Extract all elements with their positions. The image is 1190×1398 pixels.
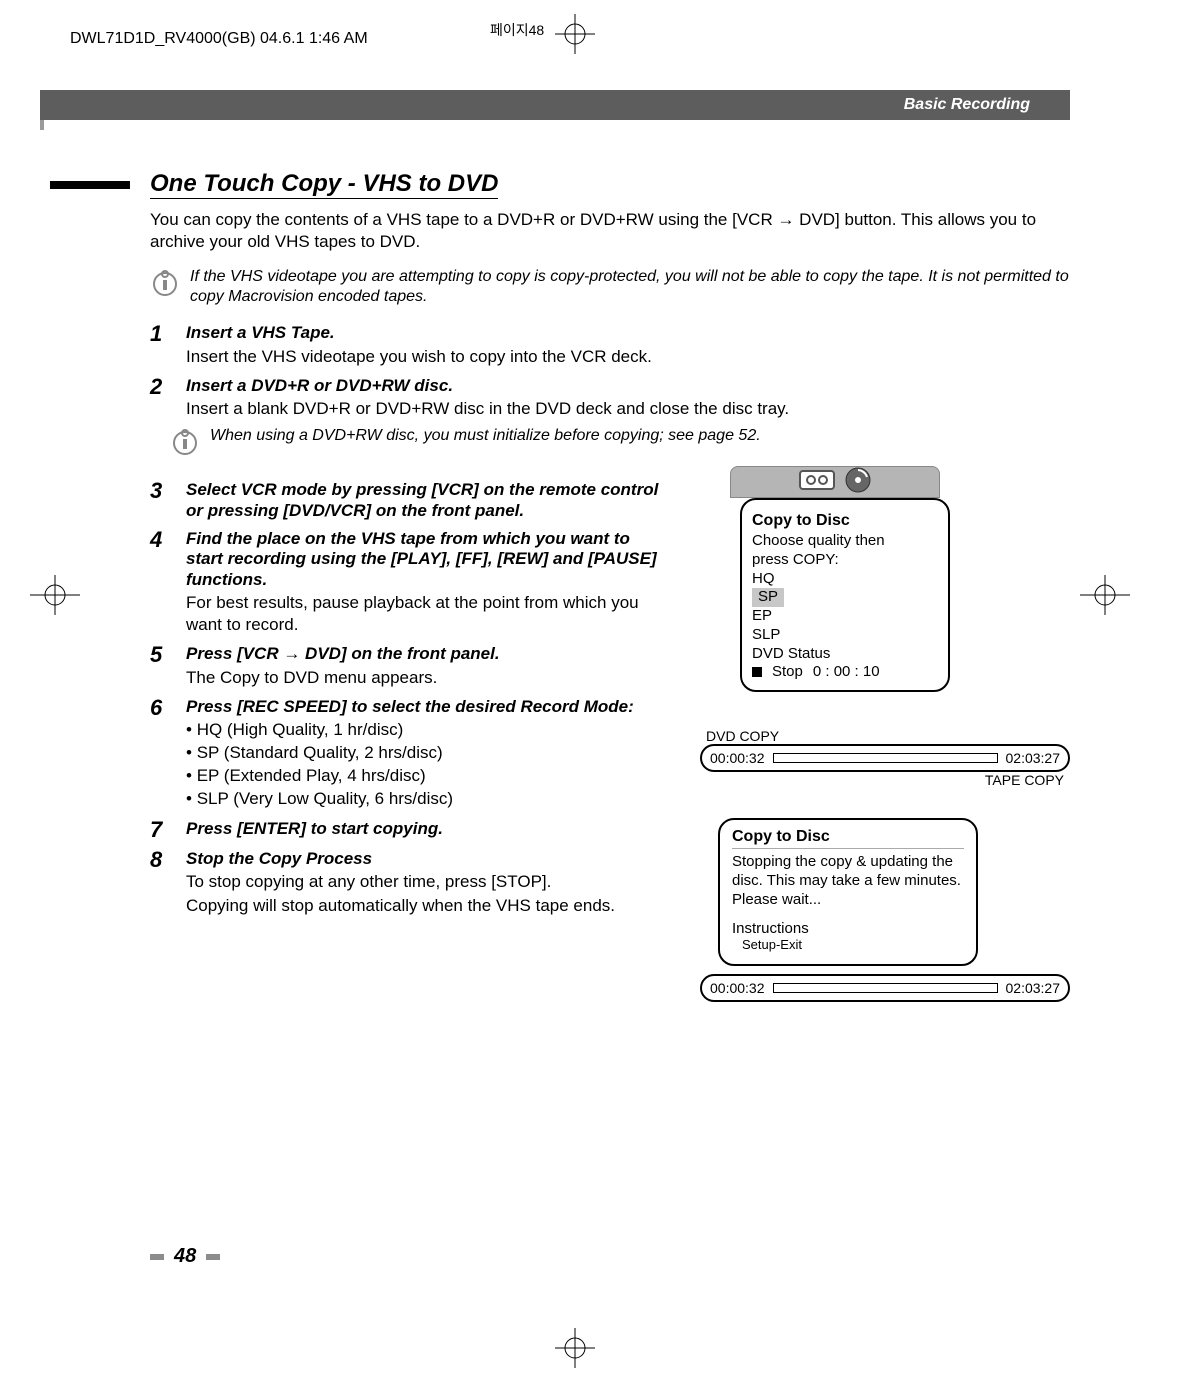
quality-hq: HQ [752, 570, 938, 589]
copybar-left-time: 00:00:32 [710, 750, 765, 766]
page-num-bar [206, 1254, 220, 1260]
step-head: Insert a DVD+R or DVD+RW disc. [186, 376, 1070, 396]
step-desc: Insert the VHS videotape you wish to cop… [186, 346, 1070, 368]
stop-copy-panel: Copy to Disc Stopping the copy & updatin… [718, 818, 978, 965]
panel-title: Copy to Disc [752, 512, 938, 530]
step-head: Press [VCR → DVD] on the front panel. [186, 644, 670, 664]
crop-mark-left [30, 575, 80, 615]
step-head: Insert a VHS Tape. [186, 323, 1070, 343]
stop-progress-bar: 00:00:32 02:03:27 [700, 974, 1070, 1002]
crop-mark-right [1080, 575, 1130, 615]
step-number: 6 [150, 697, 172, 811]
print-header: DWL71D1D_RV4000(GB) 04.6.1 1:46 AM [70, 30, 368, 48]
bullet-item: SLP (Very Low Quality, 6 hrs/disc) [186, 788, 670, 811]
progress-bar [773, 983, 998, 993]
note-main: If the VHS videotape you are attempting … [190, 267, 1070, 307]
step-number: 4 [150, 529, 172, 636]
copybar-top-label: DVD COPY [706, 728, 1070, 744]
note-step2: When using a DVD+RW disc, you must initi… [210, 426, 761, 456]
quality-slp: SLP [752, 626, 938, 645]
info-icon [170, 426, 200, 456]
top-bar-marker [40, 120, 44, 130]
quality-ep: EP [752, 607, 938, 626]
step-number: 2 [150, 376, 172, 420]
stop-icon [752, 667, 762, 677]
section-title: One Touch Copy - VHS to DVD [150, 170, 498, 199]
stopbar-right-time: 02:03:27 [1006, 980, 1061, 996]
bullet-item: EP (Extended Play, 4 hrs/disc) [186, 765, 670, 788]
disc-icon [845, 467, 871, 498]
progress-bar [773, 753, 998, 763]
cassette-icon [799, 470, 835, 495]
stop-label: Stop [772, 663, 803, 680]
instructions-label: Instructions [732, 920, 964, 937]
step-head: Press [ENTER] to start copying. [186, 819, 670, 839]
crop-mark-bottom [555, 1328, 595, 1368]
status-time: 0 : 00 : 10 [813, 663, 880, 680]
intro-text: You can copy the contents of a VHS tape … [150, 209, 1070, 253]
print-page-hint: 페이지48 [490, 20, 544, 40]
bullet-item: HQ (High Quality, 1 hr/disc) [186, 719, 670, 742]
quality-sp-selected: SP [752, 588, 784, 607]
page-number-value: 48 [174, 1245, 196, 1268]
copybar-right-time: 02:03:27 [1006, 750, 1061, 766]
step-head: Find the place on the VHS tape from whic… [186, 529, 670, 590]
step-head: Press [REC SPEED] to select the desired … [186, 697, 670, 717]
stopbar-left-time: 00:00:32 [710, 980, 765, 996]
step-number: 7 [150, 819, 172, 841]
dvd-copy-bar: DVD COPY 00:00:32 02:03:27 TAPE COPY [700, 728, 1070, 788]
panel-line: Choose quality then [752, 532, 938, 551]
step-number: 8 [150, 849, 172, 918]
section-title-bar [50, 181, 130, 189]
dvd-status-label: DVD Status [752, 645, 938, 664]
crop-mark-top [555, 14, 595, 54]
step-number: 1 [150, 323, 172, 367]
top-bar-label: Basic Recording [904, 96, 1030, 113]
panel-line: press COPY: [752, 551, 938, 570]
step-head: Select VCR mode by pressing [VCR] on the… [186, 480, 670, 521]
step-desc: For best results, pause playback at the … [186, 592, 670, 636]
step-desc: Insert a blank DVD+R or DVD+RW disc in t… [186, 398, 1070, 420]
step-desc: Copying will stop automatically when the… [186, 895, 670, 917]
page-num-bar [150, 1254, 164, 1260]
copy-to-disc-panel: Copy to Disc Choose quality then press C… [740, 498, 950, 692]
bullet-item: SP (Standard Quality, 2 hrs/disc) [186, 742, 670, 765]
top-bar: Basic Recording [40, 90, 1070, 120]
step-number: 5 [150, 644, 172, 688]
step-desc: To stop copying at any other time, press… [186, 871, 670, 893]
panel-title: Copy to Disc [732, 828, 964, 849]
copybar-bottom-label: TAPE COPY [700, 772, 1064, 788]
step-head: Stop the Copy Process [186, 849, 670, 869]
info-icon [150, 267, 180, 307]
setup-exit-label: Setup-Exit [742, 937, 964, 952]
panel-text: Stopping the copy & updating the disc. T… [732, 853, 964, 909]
step-desc: The Copy to DVD menu appears. [186, 667, 670, 689]
step-number: 3 [150, 480, 172, 521]
page-number: 48 [150, 1245, 220, 1268]
